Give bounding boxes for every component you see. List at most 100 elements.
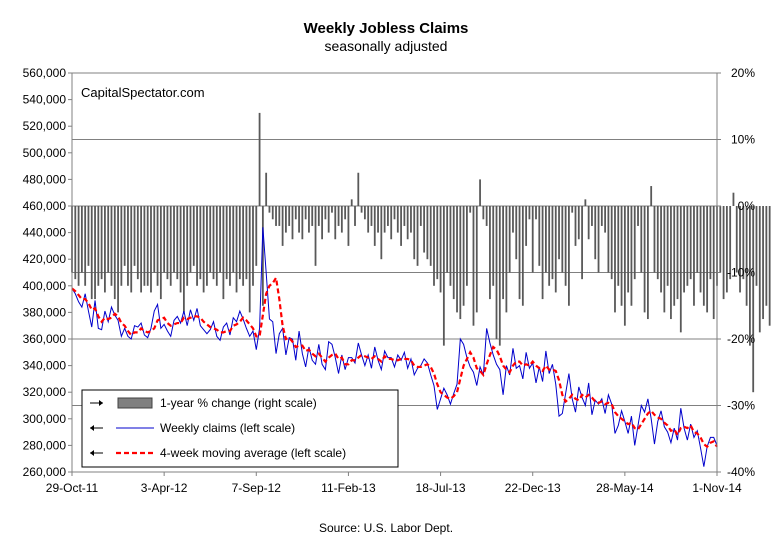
pct-change-bar — [456, 206, 458, 313]
pct-change-bar — [110, 206, 113, 286]
x-tick-label: 1-Nov-14 — [692, 481, 742, 495]
pct-change-bar — [202, 206, 205, 293]
pct-change-bar — [650, 186, 653, 206]
pct-change-bar — [390, 206, 393, 240]
pct-change-bar — [278, 206, 281, 226]
pct-change-bar — [176, 206, 179, 280]
pct-change-bar — [702, 206, 705, 306]
pct-change-bar — [179, 206, 182, 293]
pct-change-bar — [87, 206, 90, 266]
pct-change-bar — [97, 206, 100, 286]
pct-change-bar — [446, 206, 449, 273]
pct-change-bar — [275, 206, 277, 226]
pct-change-bar — [163, 206, 166, 273]
pct-change-bar — [212, 206, 215, 280]
line-series — [71, 227, 718, 467]
x-tick-label: 28-May-14 — [596, 481, 654, 495]
legend-arrowhead — [90, 425, 94, 431]
pct-change-bar — [225, 206, 228, 280]
pct-change-bar — [367, 206, 370, 233]
legend-arrowhead — [99, 400, 103, 406]
pct-change-bar — [186, 206, 189, 286]
pct-change-bar — [363, 206, 366, 220]
left-tick-label: 540,000 — [23, 93, 67, 107]
pct-change-bar — [248, 206, 251, 313]
pct-change-bar — [538, 206, 541, 266]
left-tick-label: 320,000 — [23, 385, 67, 399]
pct-change-bar — [653, 206, 656, 273]
pct-change-bar — [512, 206, 514, 233]
pct-change-bar — [360, 206, 363, 213]
pct-change-bar — [156, 206, 159, 286]
pct-change-bar — [357, 172, 360, 206]
left-tick-label: 280,000 — [23, 438, 67, 452]
pct-change-bar — [696, 206, 699, 273]
left-tick-label: 380,000 — [23, 305, 67, 319]
pct-change-bar — [640, 206, 643, 273]
pct-change-bar — [574, 206, 577, 246]
pct-change-bar — [383, 206, 386, 233]
right-tick-label: -20% — [727, 332, 755, 346]
pct-change-bar — [587, 206, 590, 240]
pct-change-bar — [479, 179, 481, 206]
pct-change-bar — [80, 206, 83, 273]
pct-change-bar — [192, 206, 195, 266]
pct-change-bar — [591, 206, 593, 226]
pct-change-bar — [229, 206, 231, 286]
pct-change-bar — [136, 206, 139, 280]
pct-change-bar — [643, 206, 646, 313]
axes: 260,000 280,000 300,000 320,000 340,000 360,0… — [23, 66, 756, 495]
left-tick-label: 420,000 — [23, 252, 67, 266]
pct-change-bar — [285, 206, 287, 233]
pct-change-bar — [100, 206, 103, 280]
pct-change-bar — [535, 206, 537, 220]
pct-change-bar — [166, 206, 169, 280]
x-tick-label: 3-Apr-12 — [141, 481, 188, 495]
right-tick-label: 20% — [731, 66, 755, 80]
pct-change-bar — [439, 206, 442, 293]
pct-change-bar — [558, 206, 560, 260]
pct-change-bar — [301, 206, 304, 240]
pct-change-bar — [74, 206, 77, 280]
pct-change-bar — [518, 206, 521, 300]
pct-change-bar — [196, 206, 198, 286]
pct-change-bar — [350, 199, 353, 206]
pct-change-bar — [235, 206, 238, 293]
pct-change-bar — [462, 206, 465, 306]
pct-change-bar — [459, 206, 462, 320]
pct-change-bar — [400, 206, 402, 246]
pct-change-bar — [130, 206, 133, 293]
pct-change-bar — [666, 206, 669, 286]
pct-change-bar — [729, 206, 732, 280]
pct-change-bar — [173, 206, 175, 273]
pct-change-bar — [311, 206, 314, 226]
pct-change-bar — [222, 206, 225, 300]
pct-change-bar — [298, 206, 300, 233]
pct-change-bar — [242, 206, 245, 286]
pct-change-bar — [554, 206, 557, 293]
pct-change-bar — [238, 206, 241, 280]
pct-change-bar — [416, 206, 419, 266]
pct-change-bar — [528, 206, 531, 220]
pct-change-bar — [215, 206, 218, 286]
left-tick-label: 300,000 — [23, 412, 67, 426]
pct-change-bar — [252, 206, 254, 286]
pct-change-bar — [209, 206, 212, 273]
pct-change-bar — [271, 206, 274, 220]
pct-change-bar — [265, 172, 268, 206]
pct-change-bar — [77, 206, 80, 286]
pct-change-bar — [505, 206, 508, 313]
weekly-claims-line — [71, 227, 718, 467]
pct-change-bar — [153, 206, 156, 273]
pct-change-bar — [182, 206, 185, 313]
pct-change-bar — [469, 206, 472, 213]
pct-change-bar — [531, 206, 534, 273]
pct-change-bar — [610, 206, 613, 280]
pct-change-bar — [614, 206, 616, 313]
pct-change-bar — [84, 206, 87, 286]
right-tick-label: 0% — [738, 199, 756, 213]
pct-change-bar — [189, 206, 192, 273]
pct-change-bar — [765, 206, 768, 306]
pct-change-bar — [433, 206, 435, 286]
